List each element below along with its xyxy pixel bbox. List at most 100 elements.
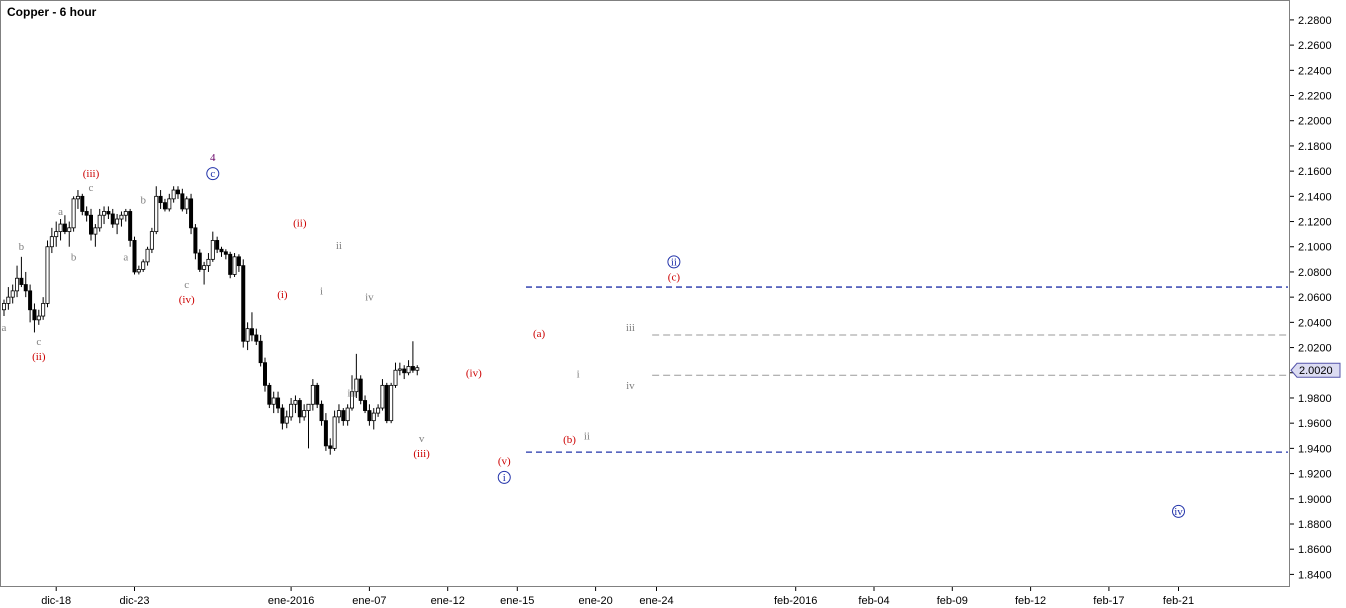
- y-tick-label-4: 2.2000: [1298, 116, 1332, 128]
- candle-body: [306, 403, 311, 411]
- candle-body: [54, 231, 59, 238]
- candle-8: [36, 309, 41, 325]
- wave-label-11: (iv): [179, 294, 195, 306]
- candle-body: [23, 284, 28, 292]
- candle-27: [119, 211, 124, 227]
- x-tick-label-2: ene-2016: [268, 595, 315, 607]
- y-tick-label-9: 2.1000: [1298, 242, 1332, 254]
- candle-body: [32, 309, 37, 321]
- candle-46: [202, 261, 207, 285]
- wave-label-28: ii: [584, 430, 590, 442]
- candle-body: [128, 211, 133, 241]
- candle-body: [254, 334, 259, 342]
- wave-label-26: i: [577, 369, 580, 381]
- candle-78: [341, 408, 346, 426]
- x-tick-label-5: ene-15: [500, 595, 534, 607]
- candle-20: [89, 208, 94, 241]
- candle-22: [97, 208, 102, 232]
- candle-body: [93, 227, 98, 235]
- y-tick-label-13: 2.0200: [1298, 343, 1332, 355]
- candle-body: [84, 211, 89, 216]
- candle-50: [219, 246, 224, 257]
- candle-91: [397, 362, 402, 376]
- candle-body: [49, 236, 54, 248]
- candle-7: [32, 303, 37, 333]
- candle-body: [36, 315, 41, 321]
- y-tick-label-0: 2.2800: [1298, 15, 1332, 27]
- wave-label-24: i: [497, 470, 511, 484]
- wave-label-text: iv: [1174, 506, 1183, 518]
- candle-6: [28, 284, 33, 323]
- candle-body: [302, 410, 307, 418]
- candle-body: [89, 214, 94, 235]
- y-tick-label-19: 1.9000: [1298, 494, 1332, 506]
- candle-45: [197, 249, 202, 272]
- candle-9: [41, 297, 46, 320]
- candle-92: [402, 365, 407, 380]
- wave-label-text: i: [577, 369, 580, 381]
- wave-label-18: iii: [347, 387, 356, 399]
- candle-5: [23, 271, 28, 298]
- candle-body: [258, 340, 263, 364]
- candle-61: [267, 382, 272, 409]
- candle-65: [284, 410, 289, 429]
- wave-label-circle: [667, 255, 681, 269]
- level-lines: [526, 286, 1288, 453]
- y-tick-label-3: 2.2200: [1298, 91, 1332, 103]
- candle-body: [10, 290, 15, 298]
- candle-body: [332, 416, 337, 449]
- wave-label-21: (iii): [413, 448, 430, 460]
- candle-24: [106, 206, 111, 220]
- x-tick-label-7: ene-24: [639, 595, 673, 607]
- wave-label-15: (ii): [293, 217, 307, 229]
- candle-body: [110, 213, 115, 225]
- candle-93: [406, 360, 411, 376]
- candle-23: [102, 206, 107, 225]
- candle-30: [132, 236, 137, 275]
- candle-body: [41, 303, 46, 317]
- candle-body: [284, 416, 289, 424]
- candle-body: [328, 445, 333, 449]
- wave-label-text: (iii): [83, 168, 100, 180]
- candle-77: [336, 404, 341, 424]
- candle-body: [219, 248, 224, 253]
- candle-74: [323, 413, 328, 451]
- candle-body: [393, 369, 398, 386]
- candle-86: [376, 404, 381, 417]
- wave-label-text: c: [210, 168, 215, 180]
- candle-body: [136, 269, 141, 273]
- candle-body: [336, 410, 341, 418]
- y-tick-label-1: 2.2600: [1298, 40, 1332, 52]
- wave-label-text: (v): [498, 455, 511, 467]
- candle-body: [132, 240, 137, 273]
- candle-body: [162, 202, 167, 210]
- wave-label-text: iii: [626, 322, 635, 334]
- y-tick-label-12: 2.0400: [1298, 317, 1332, 329]
- candle-body: [67, 227, 72, 233]
- candle-body: [345, 407, 350, 422]
- candle-47: [206, 253, 211, 272]
- candle-body: [371, 412, 376, 422]
- candle-body: [45, 246, 50, 304]
- candle-body: [236, 256, 241, 267]
- candle-body: [363, 400, 368, 411]
- candle-85: [371, 408, 376, 430]
- wave-label-9: b: [140, 195, 146, 207]
- candle-40: [175, 186, 180, 199]
- wave-label-23: (v): [498, 455, 511, 467]
- wave-label-27: (b): [563, 434, 576, 446]
- wave-label-7: (iii): [83, 168, 100, 180]
- wave-label-3: (ii): [32, 351, 46, 363]
- candle-body: [154, 195, 159, 233]
- x-tick-label-13: feb-21: [1163, 595, 1194, 607]
- candle-body: [15, 277, 20, 292]
- wave-label-text: (ii): [293, 217, 307, 229]
- x-tick-label-6: ene-20: [578, 595, 612, 607]
- candle-25: [110, 208, 115, 228]
- candle-body: [175, 189, 180, 195]
- candle-68: [297, 397, 302, 424]
- candle-75: [328, 438, 333, 455]
- wave-label-1: b: [19, 241, 25, 253]
- candle-95: [415, 365, 420, 376]
